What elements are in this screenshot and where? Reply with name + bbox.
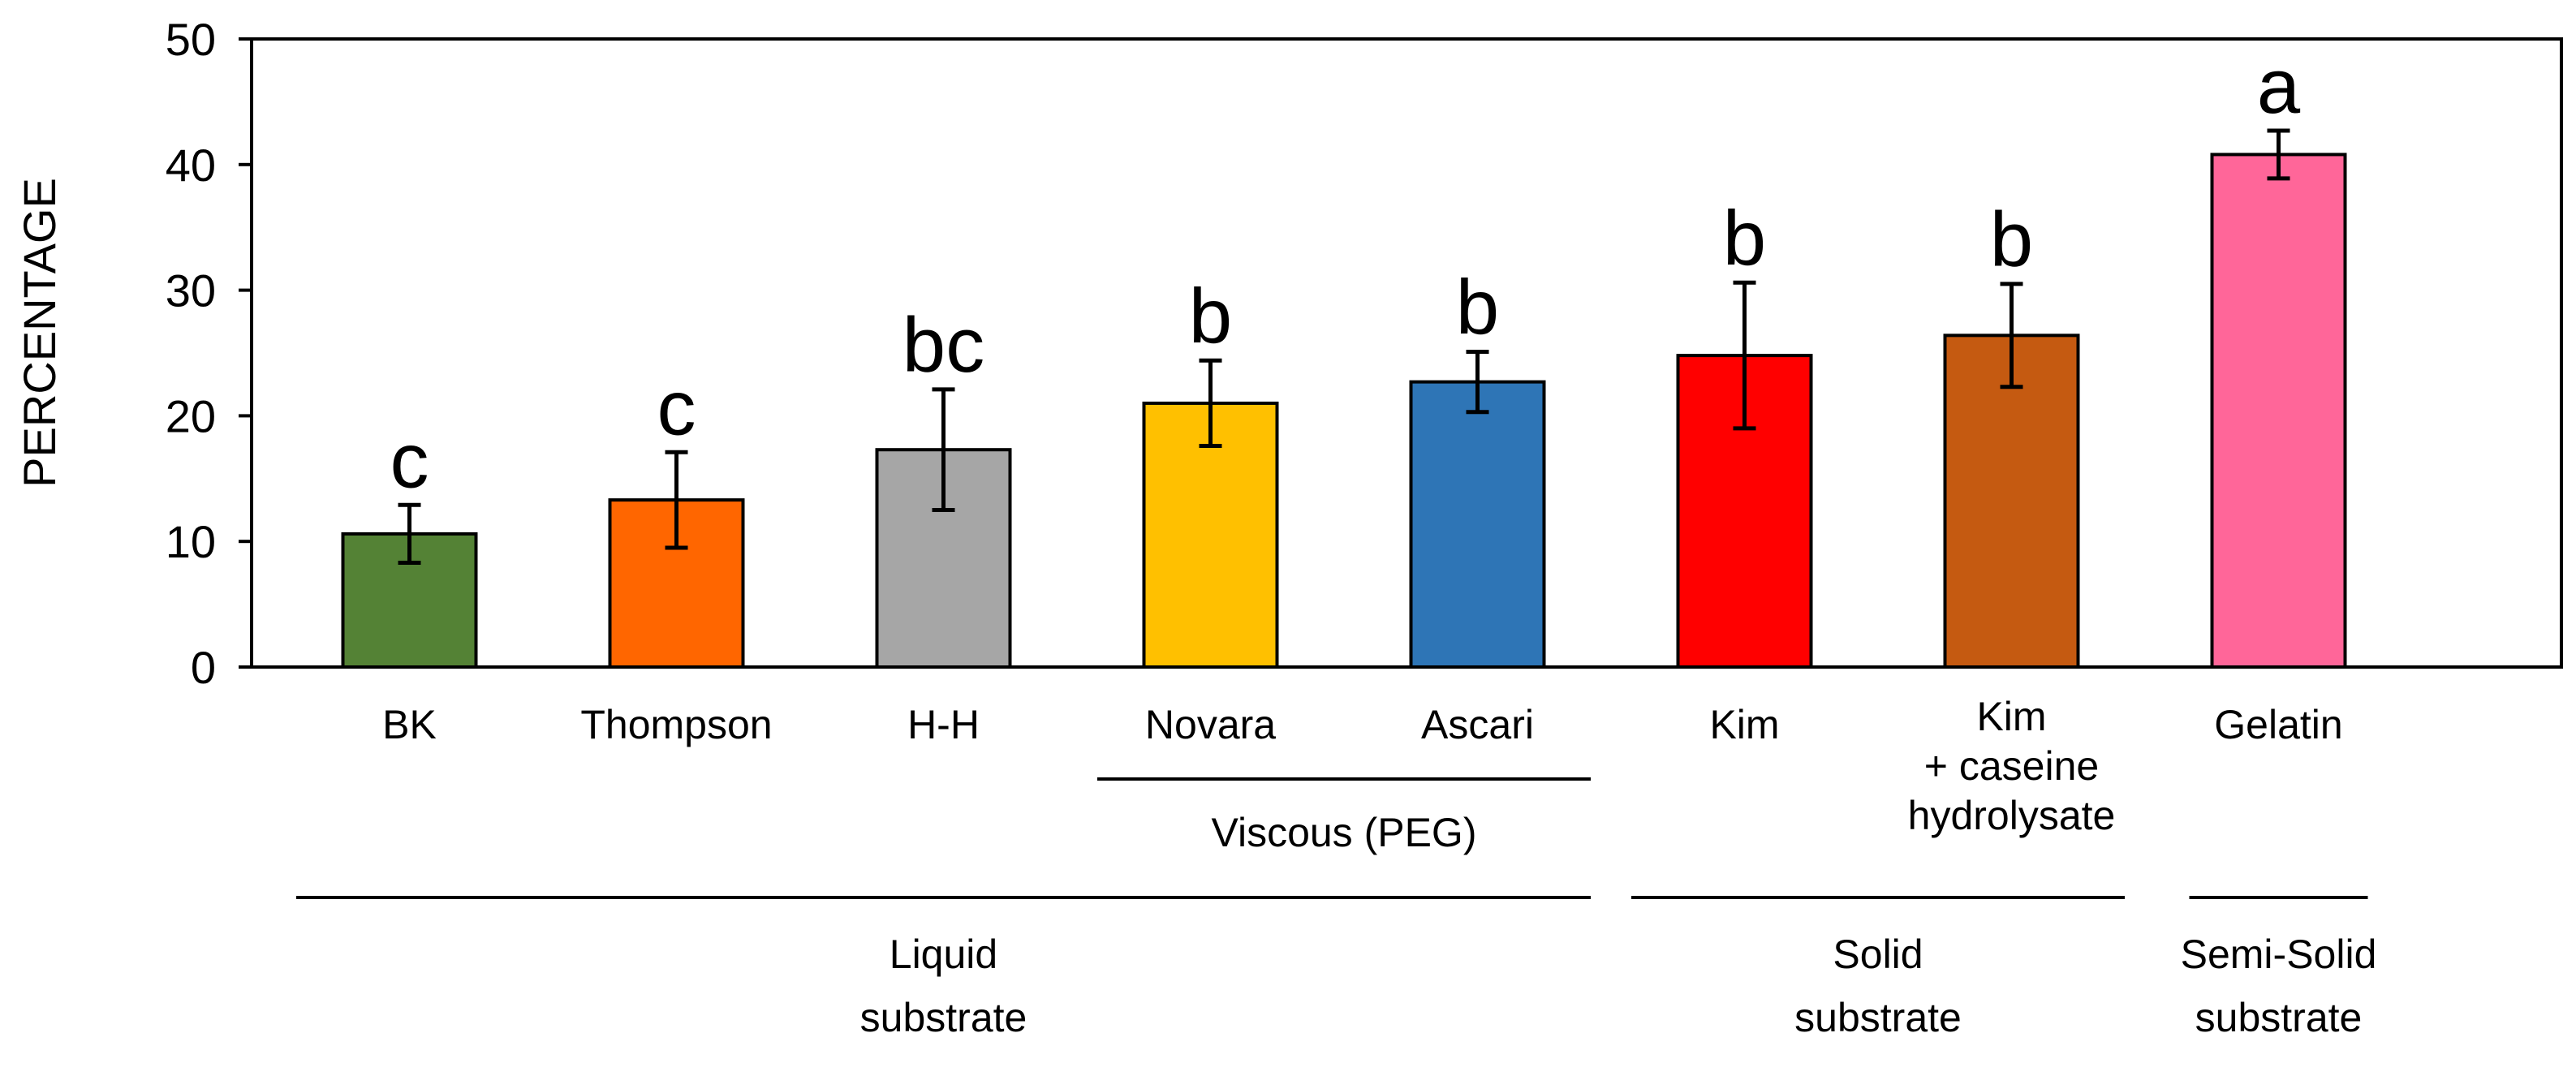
group-label: Liquid bbox=[890, 932, 997, 977]
significance-letter: c bbox=[657, 364, 696, 451]
bar bbox=[1943, 334, 2080, 669]
category-label: hydrolysate bbox=[1908, 793, 2116, 838]
y-tick-label: 40 bbox=[166, 140, 216, 191]
y-tick-label: 10 bbox=[166, 516, 216, 567]
category-label: Kim bbox=[1976, 694, 2046, 739]
significance-letter: c bbox=[390, 417, 429, 504]
group-label: Semi-Solid bbox=[2181, 932, 2377, 977]
category-label: Gelatin bbox=[2214, 702, 2342, 747]
significance-letter: b bbox=[1723, 195, 1766, 282]
y-axis-label: PERCENTAGE bbox=[14, 178, 65, 488]
category-label: H-H bbox=[907, 702, 980, 747]
bar bbox=[2210, 153, 2347, 669]
group-label: substrate bbox=[860, 995, 1027, 1040]
group-label: substrate bbox=[2195, 995, 2363, 1040]
group-label: Viscous (PEG) bbox=[1212, 810, 1477, 855]
y-tick-label: 20 bbox=[166, 390, 216, 441]
significance-letter: b bbox=[1456, 264, 1499, 351]
category-label: + caseine bbox=[1924, 743, 2099, 789]
bar bbox=[1676, 354, 1813, 669]
significance-letter: b bbox=[1990, 196, 2033, 283]
category-label: Kim bbox=[1709, 702, 1779, 747]
category-label: Novara bbox=[1145, 702, 1276, 747]
category-label: Ascari bbox=[1421, 702, 1534, 747]
group-label: Solid bbox=[1833, 932, 1923, 977]
significance-letter: bc bbox=[902, 302, 984, 389]
significance-letter: a bbox=[2257, 43, 2301, 130]
group-label: substrate bbox=[1794, 995, 1962, 1040]
y-tick-label: 0 bbox=[191, 642, 216, 693]
y-tick-label: 50 bbox=[166, 14, 216, 65]
plot-frame bbox=[250, 37, 2563, 669]
category-label: BK bbox=[382, 702, 437, 747]
bar bbox=[1409, 380, 1546, 669]
significance-letter: b bbox=[1189, 273, 1232, 359]
category-label: Thompson bbox=[580, 702, 772, 747]
y-tick-label: 30 bbox=[166, 265, 216, 316]
